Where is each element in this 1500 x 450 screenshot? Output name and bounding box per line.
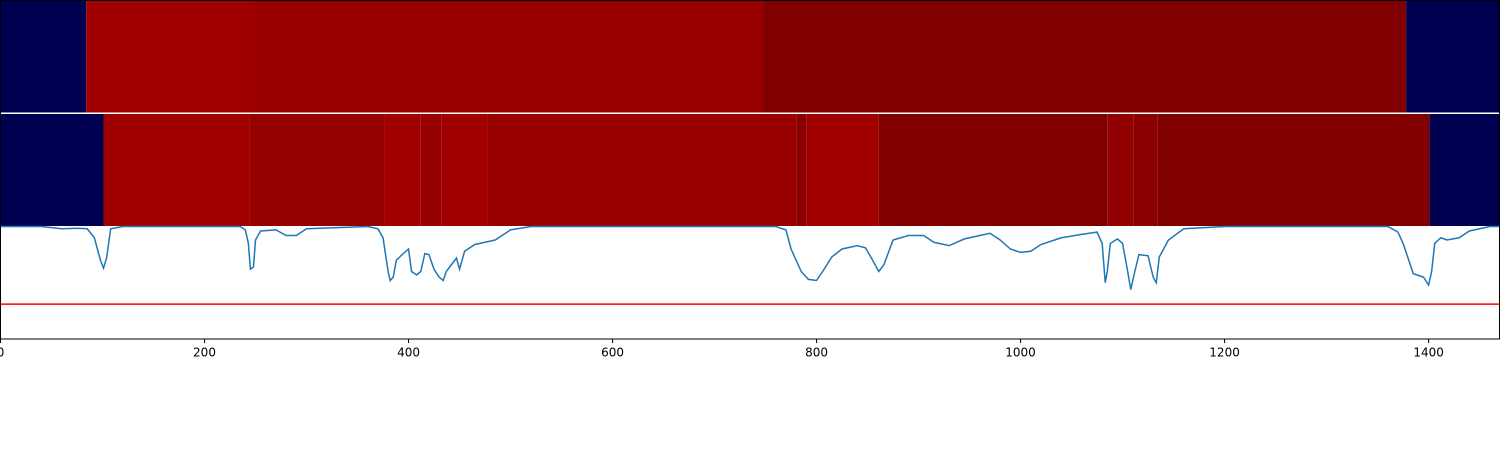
segment [254,0,764,113]
segment [763,0,1407,113]
x-tick-label: 1400 [1413,346,1444,360]
segment [1107,113,1134,226]
segment [806,113,879,226]
segment [1157,113,1430,226]
segment [1429,113,1500,226]
x-tick-label: 0 [0,346,4,360]
x-tick-label: 1000 [1005,346,1036,360]
segment [249,113,385,226]
segment [0,0,87,113]
segment [1406,0,1500,113]
x-tick-label: 400 [397,346,420,360]
x-tick-label: 800 [805,346,828,360]
line [0,225,1500,290]
segment [420,113,442,226]
x-tick-label: 600 [601,346,624,360]
x-tick-label: 1200 [1209,346,1240,360]
segment [441,113,488,226]
segment [0,113,104,226]
segment [86,0,255,113]
x-tick-label: 200 [193,346,216,360]
plot-area [0,226,1500,339]
segment [384,113,421,226]
segment [103,113,250,226]
segment [878,113,1108,226]
segment [1133,113,1158,226]
segment [796,113,807,226]
segment [487,113,797,226]
